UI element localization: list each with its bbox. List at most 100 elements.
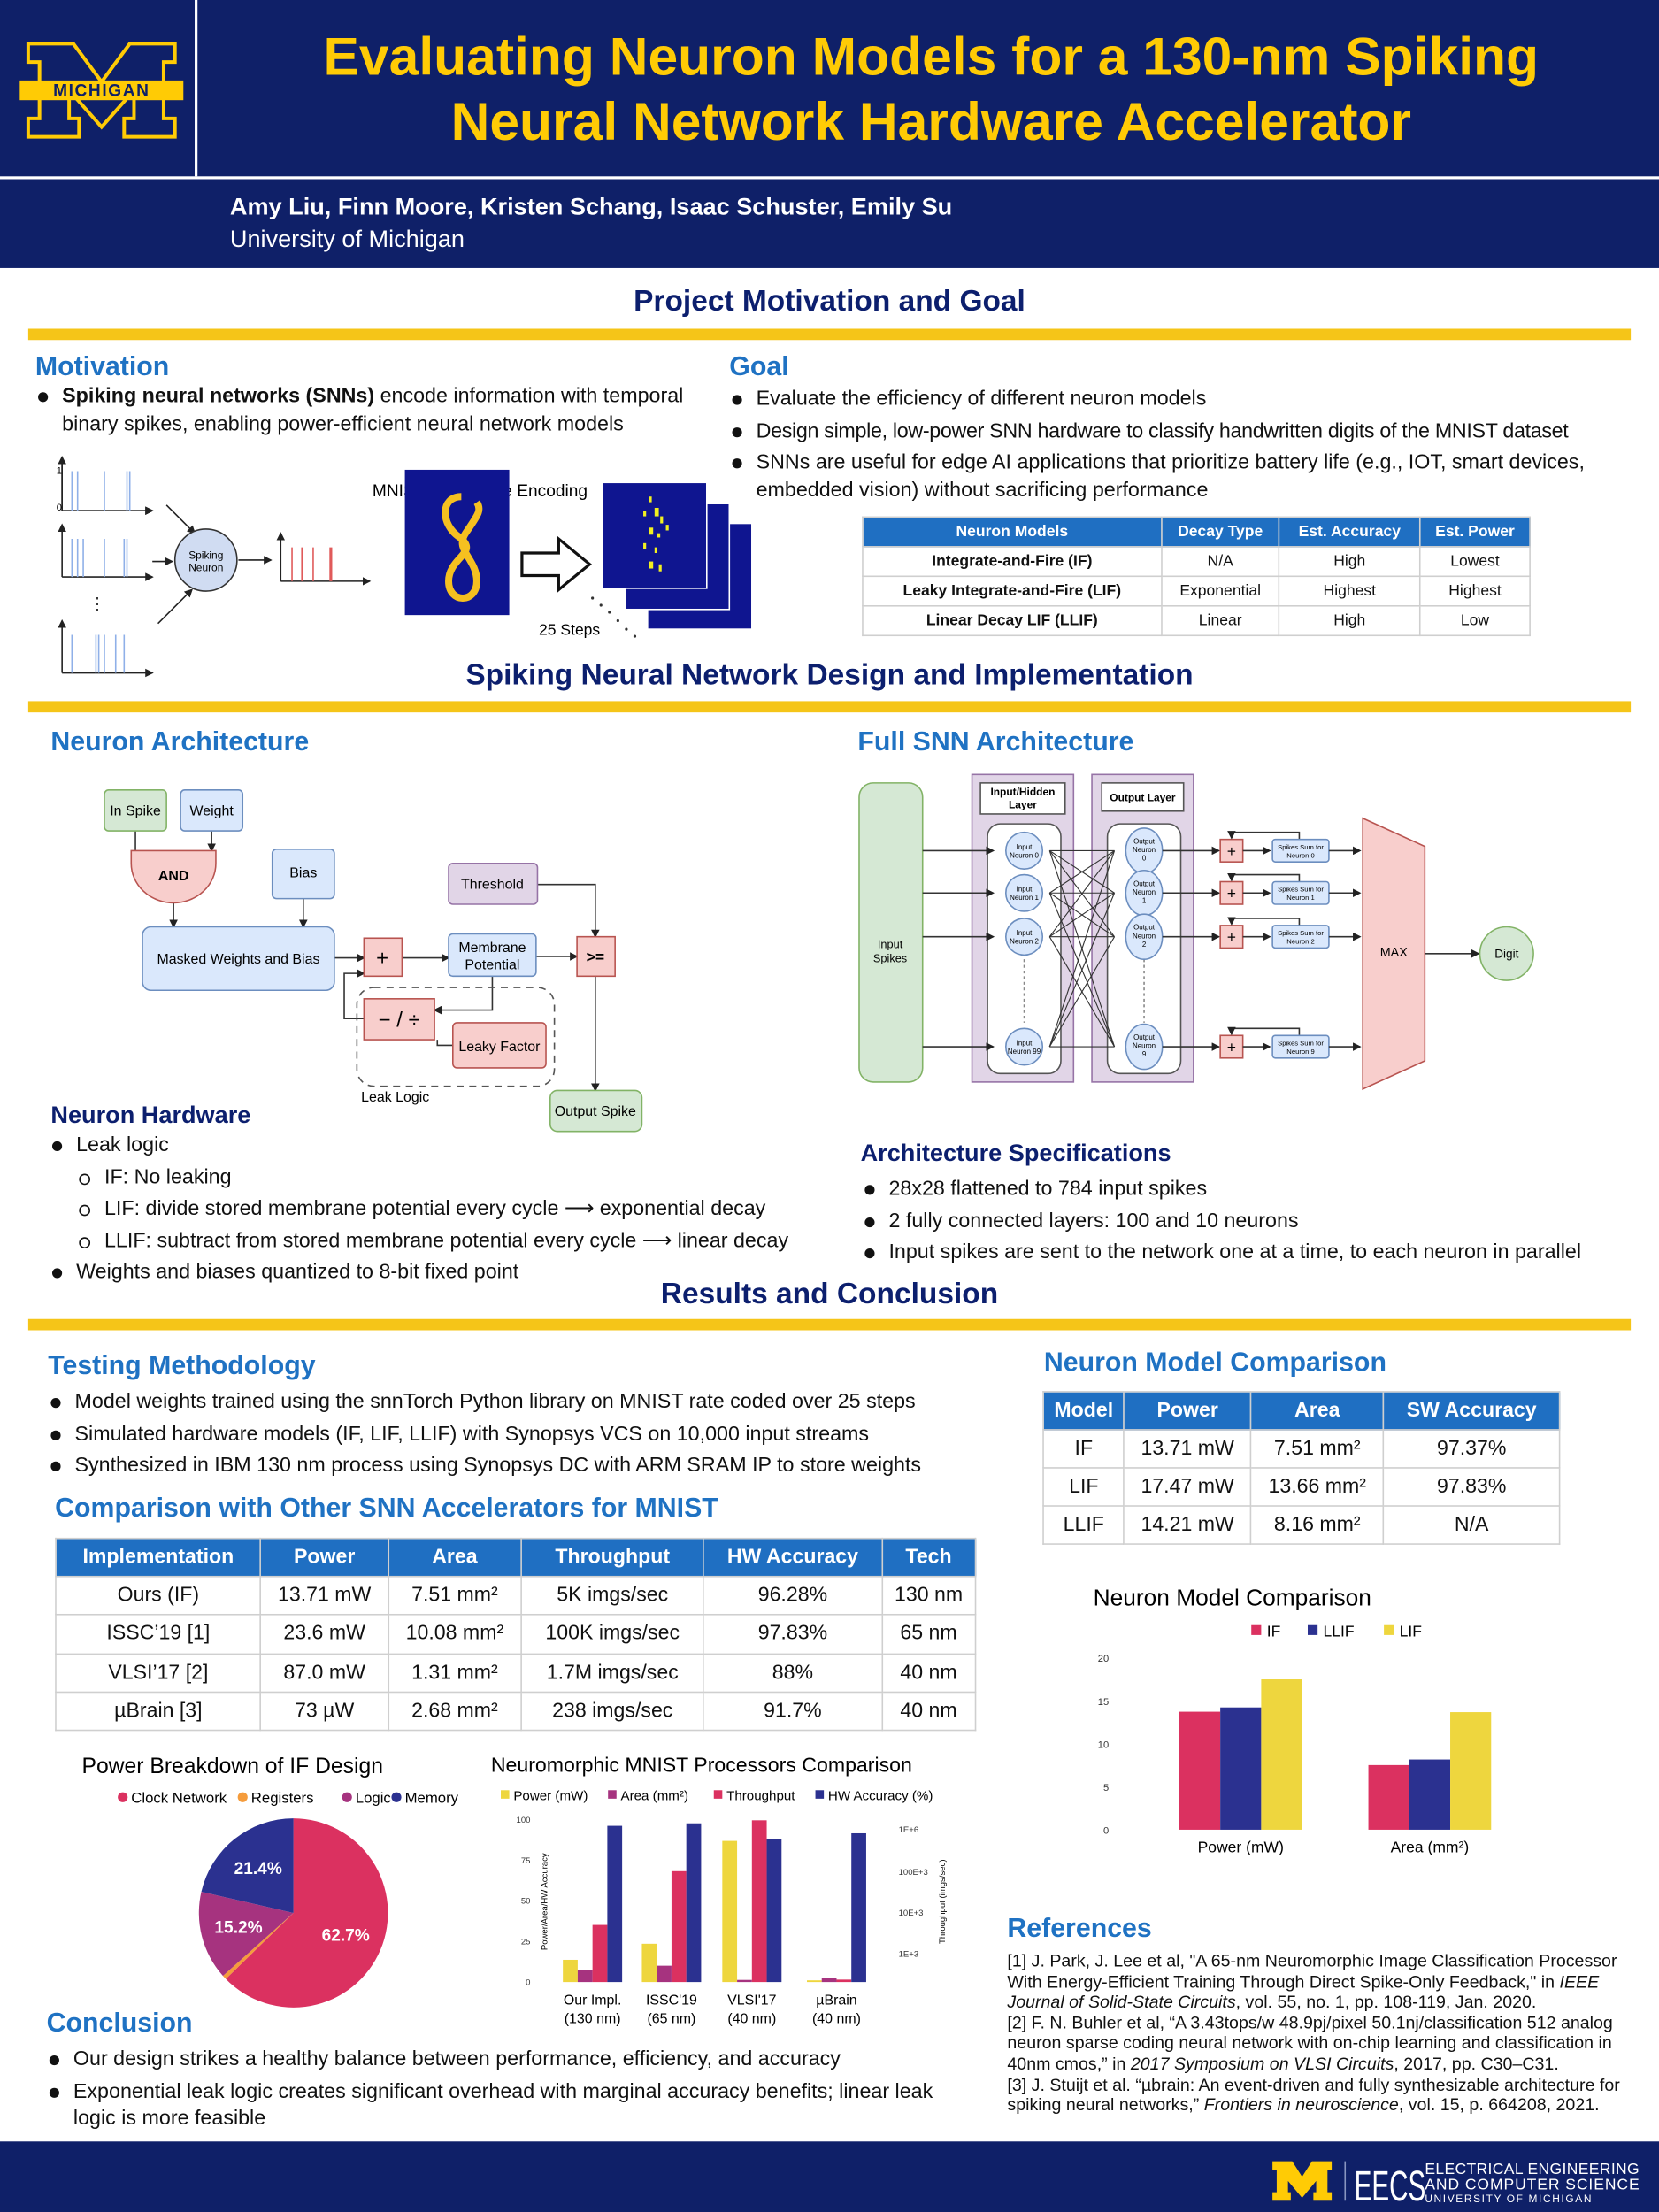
header-divider (195, 0, 198, 177)
spike-sum-node (1271, 1034, 1330, 1059)
table-row: Linear Decay LIF (LLIF) Linear High Low (862, 604, 1531, 637)
adder-label: + (1227, 842, 1236, 860)
bar (1261, 1679, 1302, 1830)
spec-bullet: 28x28 flattened to 784 input spikes (861, 1177, 1651, 1204)
snn-architecture-diagram: Input Spikes Input/Hidden Layer Output L… (858, 773, 1534, 1091)
table-cell: 73 µW (259, 1691, 389, 1732)
author-band (0, 179, 1659, 268)
motivation-bold: Spiking neural networks (SNNs) (62, 385, 375, 408)
table-cell: N/A (1383, 1505, 1561, 1545)
column-header: Decay Type (1160, 516, 1280, 548)
column-header: Est. Power (1419, 516, 1531, 548)
table-row: IF 13.71 mW 7.51 mm² 97.37% (1042, 1429, 1561, 1469)
neuron-models-table: Neuron Models Decay Type Est. Accuracy Est.… (862, 516, 1531, 637)
table-cell: 97.37% (1383, 1429, 1561, 1469)
bar (1179, 1711, 1221, 1830)
y-tick-label: 20 (1098, 1654, 1109, 1664)
steps-label: 25 Steps (539, 620, 600, 638)
x-tick-label: (130 nm) (565, 2011, 621, 2026)
legend-dot (342, 1792, 352, 1802)
goal-bullet: SNNs are useful for edge AI applications… (728, 450, 1631, 505)
bar (671, 1870, 687, 1983)
connection-line (1048, 893, 1116, 1048)
input-spikes-label: Spikes (873, 951, 907, 964)
table-cell: 8.16 mm² (1249, 1505, 1385, 1545)
x-tick-label: ISSC'19 (646, 1993, 697, 2008)
section-title-motivation-goal: Project Motivation and Goal (634, 285, 1025, 318)
arch-specs-list: 28x28 flattened to 784 input spikes 2 fu… (861, 1177, 1651, 1272)
svg-text:MICHIGAN: MICHIGAN (53, 81, 150, 100)
motivation-rest: encode information with temporal binary … (62, 385, 684, 435)
adder-node (1219, 925, 1244, 949)
table-cell: 13.71 mW (1123, 1429, 1252, 1469)
table-cell: Linear Decay LIF (LLIF) (862, 604, 1163, 637)
bar (686, 1823, 702, 1983)
adder-label: + (1227, 1038, 1236, 1056)
spec-bullet: 2 fully connected layers: 100 and 10 neu… (861, 1209, 1651, 1236)
connection-line (1048, 892, 1115, 938)
reference-item: [3] J. Stuijt et al. “µbrain: An event-d… (1007, 2075, 1635, 2116)
legend-swatch (608, 1790, 617, 1799)
section-title-design: Spiking Neural Network Design and Implem… (465, 658, 1194, 692)
mnist-comparison-chart: Neuromorphic MNIST Processors Comparison… (491, 1754, 948, 2027)
table-cell: 40 nm (880, 1691, 977, 1732)
bias-node: Bias (289, 866, 317, 881)
table-cell: 100K imgs/sec (520, 1614, 705, 1655)
neuron-label: Spiking (188, 549, 223, 561)
legend-label: Area (mm²) (621, 1788, 688, 1803)
title-line-1: Evaluating Neuron Models for a 130-nm Sp… (323, 27, 1540, 88)
eecs-logo: EECS ELECTRICAL ENGINEERING AND COMPUTER… (1272, 2160, 1640, 2207)
poster-title: Evaluating Neuron Models for a 130-nm Sp… (197, 26, 1659, 156)
column-header: HW Accuracy (703, 1537, 883, 1578)
table-cell: LIF (1042, 1467, 1125, 1507)
hw-bullet: Leak logic (48, 1133, 838, 1160)
x-tick-label: µBrain (816, 1993, 856, 2008)
reference-text: , 2017, pp. C30–C31. (1394, 2054, 1559, 2074)
adder-node (1219, 1034, 1244, 1059)
footer (0, 2141, 1659, 2212)
legend-swatch (1251, 1624, 1262, 1635)
feedback-line (1227, 831, 1301, 840)
neuron-model-chart: Neuron Model Comparison 0 5 10 15 20 IF LLIF LI… (1094, 1584, 1492, 1855)
references-heading: References (1007, 1914, 1152, 1945)
pie-slice (201, 1818, 294, 1913)
in-spike-node: In Spike (110, 804, 161, 819)
spike-frame (602, 481, 708, 589)
bar (607, 1825, 623, 1983)
layer1-label: Input/Hidden (990, 786, 1055, 798)
feedback-line (1227, 872, 1301, 882)
reference-text: , vol. 15, p. 664208, 2021. (1398, 2094, 1600, 2116)
x-tick-label: Power (mW) (1198, 1838, 1284, 1855)
arch-specs-heading: Architecture Specifications (860, 1140, 1171, 1167)
slice-label: 62.7% (322, 1926, 370, 1945)
y2-tick-label: 10E+3 (899, 1909, 924, 1918)
legend-label: LLIF (1324, 1622, 1355, 1640)
footer-text: ELECTRICAL ENGINEERING (1425, 2160, 1639, 2177)
spike-sum-label: Spikes Sum for (1278, 886, 1324, 894)
y-tick-label: 50 (521, 1897, 531, 1907)
table-cell: 7.51 mm² (387, 1575, 523, 1617)
bar (751, 1820, 767, 1983)
y-tick-label: 10 (1098, 1740, 1109, 1750)
bar (737, 1979, 752, 1983)
legend-swatch (713, 1790, 723, 1799)
hw-bullet: Weights and biases quantized to 8-bit fi… (48, 1260, 838, 1287)
layer1-label: Layer (1009, 799, 1037, 811)
membrane-label: Potential (465, 957, 519, 972)
table-cell: 5K imgs/sec (520, 1575, 705, 1617)
bar (592, 1924, 608, 1983)
neuron-label: Neuron (188, 562, 223, 574)
table-cell: 1.31 mm² (387, 1652, 523, 1694)
threshold-node: Threshold (461, 877, 524, 892)
bar (722, 1840, 738, 1983)
neuron-label: 0 (1142, 855, 1147, 863)
connection-line (1048, 849, 1115, 894)
table-cell: Integrate-and-Fire (IF) (862, 546, 1163, 578)
bar (836, 1979, 852, 1983)
legend-dot (391, 1792, 402, 1802)
legend-label: HW Accuracy (%) (828, 1788, 933, 1803)
y-axis-label: Power/Area/HW Accuracy (541, 1853, 550, 1950)
column-header: Neuron Models (862, 516, 1163, 548)
pie-slice (198, 1892, 294, 1977)
